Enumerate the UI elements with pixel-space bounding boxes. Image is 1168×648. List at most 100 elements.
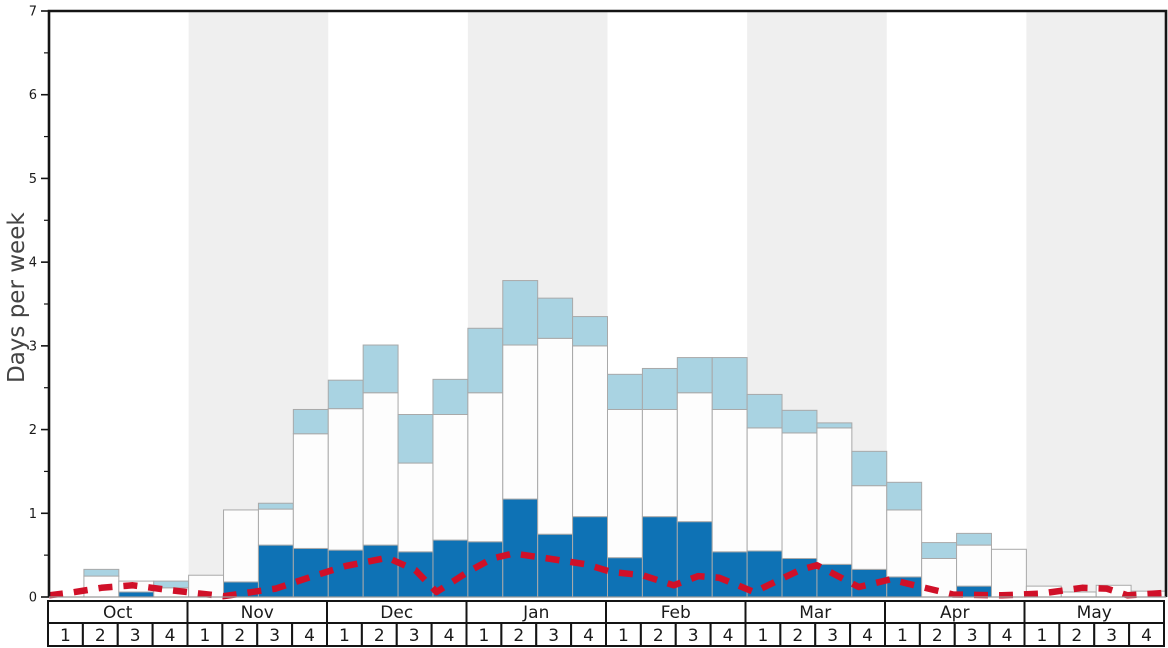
bar-segment-dark xyxy=(537,533,574,598)
y-axis: 0 1 2 3 4 5 6 7 xyxy=(29,5,49,606)
average-line-group xyxy=(48,550,1167,600)
week-label: 4 xyxy=(304,626,315,646)
bar-segment-white xyxy=(223,509,259,583)
week-label: 4 xyxy=(1141,626,1152,646)
week-label: 3 xyxy=(967,626,978,646)
week-label: 1 xyxy=(60,626,71,646)
week-label: 4 xyxy=(165,626,176,646)
y-tick-label: 6 xyxy=(29,88,37,103)
y-tick-label: 0 xyxy=(29,591,37,606)
y-tick-label: 2 xyxy=(29,423,37,438)
week-label: 1 xyxy=(1037,626,1048,646)
bar-segment-light xyxy=(781,409,818,434)
y-tick-label: 7 xyxy=(29,5,37,20)
bar-segment-dark xyxy=(816,563,853,598)
bar-segment-white xyxy=(676,392,713,523)
week-label: 2 xyxy=(792,626,803,646)
month-label: Mar xyxy=(799,603,831,623)
month-band xyxy=(1026,11,1166,597)
month-label: Oct xyxy=(103,603,133,623)
week-label: 1 xyxy=(479,626,490,646)
week-label: 2 xyxy=(234,626,245,646)
bar-segment-light xyxy=(607,373,643,410)
week-label: 1 xyxy=(618,626,629,646)
bar-segment-light xyxy=(327,379,364,410)
bar-segment-light xyxy=(83,568,120,577)
bar-segment-white xyxy=(990,548,1027,598)
bar-segment-light xyxy=(676,357,713,394)
week-label: 1 xyxy=(897,626,908,646)
bars xyxy=(83,280,1167,598)
bar-segment-white xyxy=(537,337,574,535)
week-label: 2 xyxy=(1071,626,1082,646)
bar-segment-dark xyxy=(676,521,713,598)
bar-segment-light xyxy=(816,422,853,429)
y-tick-label: 4 xyxy=(29,256,37,271)
x-axis-months: Oct Nov Dec Jan Feb Mar Apr May xyxy=(47,600,1165,624)
plot-frame xyxy=(47,9,1168,597)
bar-segment-light xyxy=(397,414,434,464)
bar-segment-light xyxy=(257,502,294,510)
bar-segment-white xyxy=(711,408,748,553)
bar-segment-white xyxy=(746,427,783,552)
month-label: May xyxy=(1077,603,1112,623)
month-label: Apr xyxy=(940,603,969,623)
week-label: 3 xyxy=(409,626,420,646)
week-label: 4 xyxy=(1002,626,1013,646)
bar-segment-white xyxy=(397,462,434,553)
bar-segment-light xyxy=(502,280,539,346)
bar-segment-white xyxy=(327,408,364,551)
bar-segment-dark xyxy=(572,516,608,598)
week-label: 2 xyxy=(653,626,664,646)
bar-segment-white xyxy=(956,544,992,587)
bar-segment-white xyxy=(816,427,853,565)
week-label: 3 xyxy=(130,626,141,646)
bar-segment-dark xyxy=(502,498,539,598)
bar-segment-light xyxy=(467,327,504,394)
plot-frame-group xyxy=(47,9,1168,598)
week-label: 4 xyxy=(583,626,594,646)
y-tick-label: 3 xyxy=(29,339,37,354)
bar-segment-dark xyxy=(467,541,504,598)
bar-segment-light xyxy=(641,367,678,410)
bar-segment-light xyxy=(956,532,992,546)
week-label: 1 xyxy=(200,626,211,646)
bar-segment-white xyxy=(781,432,818,559)
week-label: 2 xyxy=(513,626,524,646)
bar-segment-light xyxy=(292,408,329,435)
bar-segment-light xyxy=(572,316,608,347)
bar-segment-dark xyxy=(118,591,155,598)
week-label: 2 xyxy=(374,626,385,646)
bar-segment-light xyxy=(537,297,574,339)
bar-segment-dark xyxy=(327,549,364,598)
week-label: 4 xyxy=(862,626,873,646)
week-label: 3 xyxy=(1106,626,1117,646)
bar-segment-white xyxy=(362,392,399,546)
bar-segment-white xyxy=(257,508,294,546)
bar-segment-white xyxy=(641,408,678,518)
bar-segment-light xyxy=(432,378,469,416)
bar-segment-white xyxy=(572,345,608,518)
bar-segment-white xyxy=(502,344,539,500)
bar-segment-dark xyxy=(607,557,643,598)
x-axis-weeks: 1 2 3 4 1 2 3 4 1 2 3 4 1 2 3 4 1 2 3 4 1 2 3 4 1 2 3 4 1 2 3 4 xyxy=(47,622,1165,647)
bar-segment-light xyxy=(921,542,958,559)
month-label: Dec xyxy=(380,603,413,623)
week-label: 4 xyxy=(723,626,734,646)
week-label: 3 xyxy=(269,626,280,646)
y-axis-title: Days per week xyxy=(4,212,30,383)
week-label: 1 xyxy=(339,626,350,646)
bar-segment-light xyxy=(711,357,748,410)
month-label: Nov xyxy=(241,603,274,623)
week-label: 3 xyxy=(688,626,699,646)
month-label: Feb xyxy=(661,603,691,623)
week-label: 3 xyxy=(548,626,559,646)
bar-segment-light xyxy=(362,344,399,394)
week-label: 2 xyxy=(932,626,943,646)
bar-segment-white xyxy=(607,408,643,559)
bar-segment-dark xyxy=(362,544,399,598)
week-label: 2 xyxy=(95,626,106,646)
bar-segment-light xyxy=(746,393,783,429)
